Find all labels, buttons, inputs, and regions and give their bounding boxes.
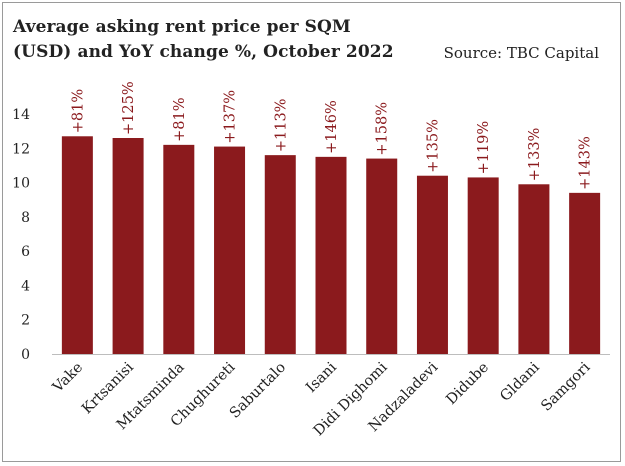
y-tick-label: 12 [12,141,30,157]
bar-data-label: +137% [223,90,239,144]
y-tick-label: 14 [12,107,30,123]
bar [467,177,499,354]
y-tick-label: 10 [12,176,30,192]
bar [214,146,246,354]
y-tick-label: 2 [21,313,30,329]
bar-data-label: +119% [476,121,492,175]
x-tick-label: Samgori [538,359,593,414]
bar [416,175,448,354]
x-tick-label: Didube [443,360,492,409]
bar-data-label: +135% [425,119,441,173]
x-tick-label: Gldani [497,359,543,405]
bar [518,184,550,354]
chart-frame [2,2,621,462]
bar [163,144,195,354]
bar [264,155,296,354]
bar [366,158,398,354]
bar [61,136,93,354]
bar-data-label: +146% [324,100,340,154]
bar [569,192,601,354]
x-tick-label: Isani [303,359,340,396]
bar-data-label: +133% [527,128,543,182]
chart-source: Source: TBC Capital [443,44,599,62]
bar-data-label: +81% [70,89,86,133]
bar-data-label: +143% [578,136,594,190]
y-tick-label: 0 [21,347,30,363]
bar [315,156,347,354]
bar-data-label: +81% [172,97,188,141]
y-tick-label: 6 [21,244,30,260]
bar-data-label: +158% [375,102,391,156]
bar [112,138,144,354]
y-tick-label: 4 [21,278,30,294]
y-tick-label: 8 [21,210,30,226]
chart-title-line-1: Average asking rent price per SQM [13,17,351,37]
bar-data-label: +113% [273,99,289,153]
x-tick-label: Vake [49,360,86,397]
chart-title: Average asking rent price per SQM (USD) … [13,15,433,65]
chart-title-line-2: (USD) and YoY change %, October 2022 [13,42,394,62]
bar-data-label: +125% [121,81,137,135]
